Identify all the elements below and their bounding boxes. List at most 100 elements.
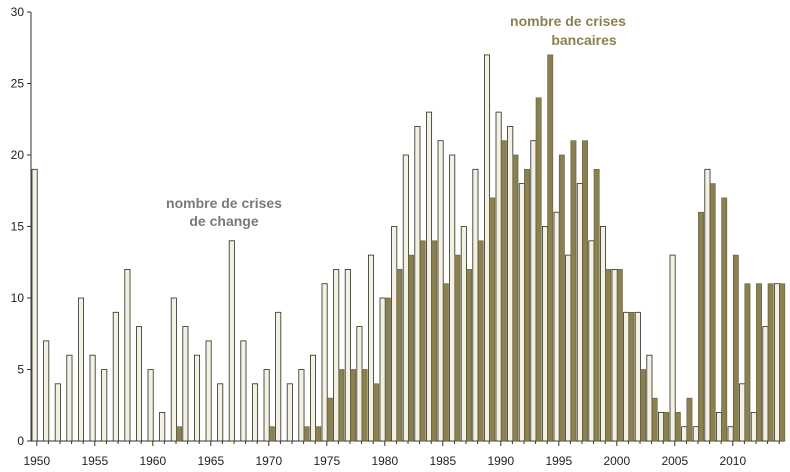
bar-currency-crises xyxy=(124,268,131,442)
bar-banking-crises xyxy=(524,169,530,442)
bar-banking-crises xyxy=(338,369,345,442)
bar-currency-crises xyxy=(367,254,375,442)
bar-currency-crises xyxy=(101,369,108,442)
bar-currency-crises xyxy=(425,111,433,442)
currency-annotation-line-2: de change xyxy=(189,213,258,229)
bar-banking-crises xyxy=(744,283,751,442)
bar-banking-crises xyxy=(616,269,623,442)
bar-currency-crises xyxy=(449,154,456,442)
bar-currency-crises xyxy=(658,411,665,442)
bar-currency-crises xyxy=(727,426,734,442)
currency-annotation: nombre de crises de change xyxy=(166,195,282,229)
bar-banking-crises xyxy=(466,269,472,442)
bar-currency-crises xyxy=(692,426,699,442)
bar-currency-crises xyxy=(182,326,189,442)
y-tick-label: 25 xyxy=(11,77,25,91)
bar-currency-crises xyxy=(286,383,293,442)
bar-currency-crises xyxy=(530,140,537,442)
bar-currency-crises xyxy=(275,311,282,442)
bar-banking-crises xyxy=(419,240,426,442)
bar-currency-crises xyxy=(251,383,259,442)
bar-banking-crises xyxy=(535,97,542,442)
bar-currency-crises xyxy=(739,383,746,442)
y-tick-label: 10 xyxy=(11,291,25,305)
bar-banking-crises xyxy=(663,412,670,442)
y-tick-label: 20 xyxy=(11,148,25,162)
bar-currency-crises xyxy=(344,268,351,442)
bar-currency-crises xyxy=(542,226,549,442)
bar-currency-crises xyxy=(646,354,653,442)
bar-currency-crises xyxy=(576,183,583,442)
bar-currency-crises xyxy=(170,297,177,442)
bar-banking-crises xyxy=(709,183,716,442)
currency-annotation-line-1: nombre de crises xyxy=(166,195,282,211)
x-tick-label: 1985 xyxy=(429,454,456,468)
bar-currency-crises xyxy=(112,311,119,442)
bar-currency-crises xyxy=(623,311,630,442)
y-tick-label: 30 xyxy=(11,5,25,19)
bar-banking-crises xyxy=(628,311,635,442)
bar-banking-crises xyxy=(547,54,554,442)
bar-currency-crises xyxy=(159,411,166,442)
bar-banking-crises xyxy=(721,197,728,442)
bar-banking-crises xyxy=(767,283,774,442)
bar-currency-crises xyxy=(774,283,781,442)
bar-currency-crises xyxy=(600,226,607,442)
x-tick-label: 1960 xyxy=(139,454,166,468)
x-tick-label: 1980 xyxy=(371,454,398,468)
x-axis: 1950 1955 1960 1965 1970 1975 1980 1985 1990 1995… xyxy=(23,440,785,468)
bar-currency-crises xyxy=(611,268,618,442)
bar-currency-crises xyxy=(298,369,305,442)
bar-currency-crises xyxy=(553,211,560,442)
bar-banking-crises xyxy=(431,240,438,442)
bar-currency-crises xyxy=(379,297,386,442)
bar-currency-crises xyxy=(66,354,73,442)
bar-banking-crises xyxy=(489,197,496,442)
bar-currency-crises xyxy=(669,254,676,442)
bar-banking-crises xyxy=(477,240,484,442)
x-tick-label: 1970 xyxy=(255,454,282,468)
bar-banking-crises xyxy=(315,426,322,442)
bar-currency-crises xyxy=(681,426,688,442)
bar-currency-crises xyxy=(402,154,409,442)
bar-banking-crises xyxy=(640,369,646,442)
x-tick-label: 1975 xyxy=(313,454,340,468)
bar-currency-crises xyxy=(750,411,757,442)
bar-banking-crises xyxy=(779,283,786,442)
bar-banking-crises xyxy=(593,169,600,442)
x-tick-label: 2010 xyxy=(719,454,746,468)
x-tick-label: 1950 xyxy=(23,454,50,468)
y-tick-label: 15 xyxy=(11,220,25,234)
bar-banking-crises xyxy=(698,211,704,442)
bar-banking-crises xyxy=(326,397,333,442)
bar-banking-crises xyxy=(651,397,658,442)
bar-currency-crises xyxy=(321,283,328,442)
x-tick-label: 2005 xyxy=(661,454,688,468)
x-tick-label: 1965 xyxy=(197,454,224,468)
bar-currency-crises xyxy=(240,340,247,442)
bar-banking-crises xyxy=(686,397,693,442)
x-tick-label: 1995 xyxy=(545,454,572,468)
bar-currency-crises xyxy=(518,183,525,442)
bar-currency-crises xyxy=(193,354,201,442)
bar-currency-crises xyxy=(333,268,340,442)
bar-banking-crises xyxy=(674,412,681,442)
bars xyxy=(31,54,786,442)
bar-currency-crises xyxy=(565,254,572,442)
bar-currency-crises xyxy=(716,411,723,442)
bar-currency-crises xyxy=(414,126,421,442)
bar-banking-crises xyxy=(408,254,414,442)
bar-currency-crises xyxy=(78,297,85,442)
bar-currency-crises xyxy=(507,126,514,442)
bar-currency-crises xyxy=(263,369,270,442)
bar-banking-crises xyxy=(582,140,588,442)
bar-currency-crises xyxy=(309,354,317,442)
banking-annotation: nombre de crises bancaires xyxy=(510,13,626,48)
x-tick-label: 1955 xyxy=(81,454,108,468)
bar-banking-crises xyxy=(500,140,507,442)
bar-banking-crises xyxy=(558,154,565,442)
bar-currency-crises xyxy=(147,369,154,442)
bar-currency-crises xyxy=(391,226,398,442)
bar-banking-crises xyxy=(176,426,182,442)
bar-banking-crises xyxy=(605,269,612,442)
